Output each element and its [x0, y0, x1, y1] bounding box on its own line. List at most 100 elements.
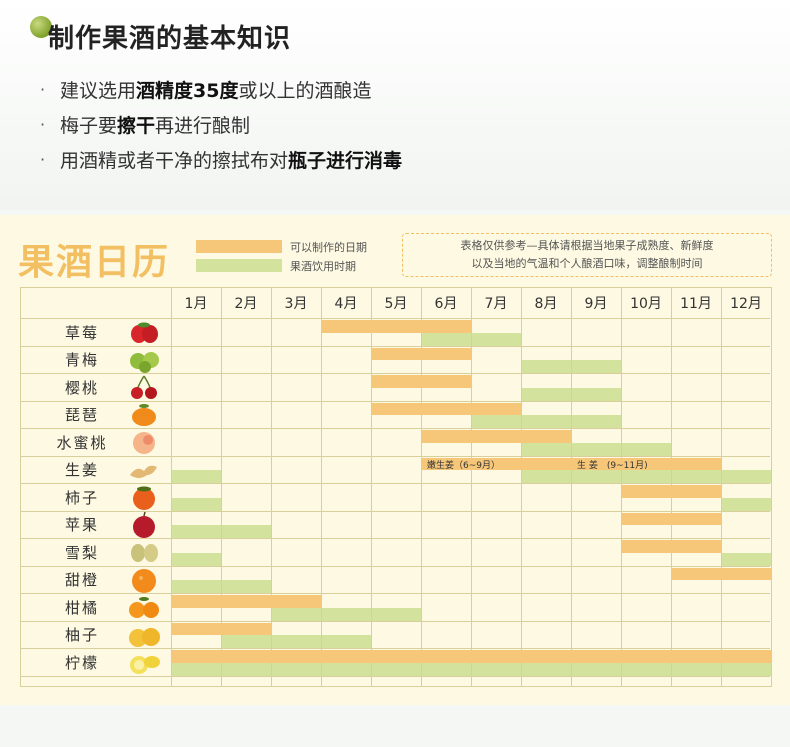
grid-line — [721, 288, 722, 686]
legend-drink-label: 果酒饮用时期 — [290, 260, 356, 273]
tip-text: 建议选用 — [60, 80, 137, 102]
tip-text: 用酒精或者干净的擦拭布对 — [60, 150, 289, 172]
fruit-name: 甜橙 — [64, 571, 99, 589]
month-header: 7月 — [484, 296, 508, 312]
grid-line — [21, 318, 770, 319]
make-period-bar — [171, 595, 321, 608]
legend-make-swatch — [196, 240, 282, 253]
grid-line — [21, 455, 770, 457]
fruit-name: 樱桃 — [64, 378, 99, 397]
drink-period-bar — [171, 497, 221, 511]
grid-line — [471, 288, 472, 686]
fruit-name: 琵琶 — [64, 406, 99, 424]
drink-period-bar — [271, 607, 421, 621]
drink-period-bar — [521, 470, 771, 483]
grid-line — [21, 428, 770, 429]
lemon-icon — [127, 649, 161, 675]
fruit-wine-calendar: 果酒日历 可以制作的日期 果酒饮用时期 表格仅供参考—具体请根据当地果子成熟度、… — [0, 215, 790, 705]
fruit-name: 草莓 — [64, 323, 99, 342]
grid-line — [21, 483, 770, 484]
grid-line — [371, 288, 372, 686]
fruit-name: 柚子 — [64, 626, 99, 644]
green-plum-icon — [30, 16, 52, 38]
grid-line — [21, 675, 770, 677]
month-header: 6月 — [434, 296, 458, 312]
bar-note: 嫩生姜（6~9月） — [427, 460, 500, 471]
tips-list: · 建议选用 酒精度35度 或以上的酒酿造 · 梅子要 擦干 再进行酿制 · 用酒精或者干净的擦拭… — [40, 72, 402, 177]
tip-text: 再进行酿制 — [155, 115, 251, 137]
fruit-name: 柑橘 — [64, 598, 99, 617]
grid-line — [171, 288, 172, 686]
page-title: 制作果酒的基本知识 — [48, 24, 292, 54]
drink-period-bar — [471, 415, 621, 428]
fruit-name: 苹果 — [64, 516, 99, 534]
make-period-bar — [321, 320, 471, 333]
apple-icon — [127, 511, 161, 538]
month-header: 8月 — [534, 296, 558, 312]
note-line: 表格仅供参考—具体请根据当地果子成熟度、新鲜度 — [460, 239, 714, 252]
grid-line — [221, 288, 222, 686]
drink-period-bar — [171, 470, 221, 483]
calendar-title: 果酒日历 — [18, 241, 171, 283]
pear-icon — [127, 539, 161, 565]
drink-period-bar — [171, 552, 221, 566]
month-header: 12月 — [730, 296, 762, 312]
tangerine-icon — [127, 594, 161, 620]
note-line: 以及当地的气温和个人酿酒口味，调整酿制时间 — [471, 257, 703, 270]
month-header: 10月 — [630, 296, 662, 312]
month-header: 5月 — [384, 296, 408, 312]
month-header: 1月 — [184, 296, 208, 312]
strawberry-icon — [127, 319, 161, 345]
grid-line — [21, 373, 770, 374]
drink-period-bar — [521, 442, 671, 456]
peach-icon — [127, 429, 161, 455]
drink-period-bar — [221, 635, 371, 648]
green-plum-icon — [127, 347, 161, 373]
month-header: 3月 — [284, 296, 308, 312]
loquat-icon — [127, 402, 161, 428]
month-header: 4月 — [334, 296, 358, 312]
make-period-bar — [421, 430, 571, 443]
grid-line — [671, 288, 672, 686]
grid-line — [571, 288, 572, 686]
fruit-name: 柿子 — [64, 488, 99, 507]
fruit-name: 雪梨 — [64, 543, 99, 562]
tip-text: 或以上的酒酿造 — [238, 80, 372, 102]
legend-make-label: 可以制作的日期 — [290, 241, 367, 254]
grid-line — [521, 288, 522, 686]
grid-line — [771, 288, 772, 686]
fruit-name: 水蜜桃 — [56, 433, 108, 452]
tip-emphasis: 擦干 — [117, 115, 156, 137]
month-header: 2月 — [234, 296, 258, 312]
grid-line — [321, 288, 322, 686]
grid-line — [21, 593, 770, 594]
grid-line — [21, 538, 770, 539]
bar-note: 生 姜 (9~11月) — [577, 460, 648, 471]
grid-line — [21, 510, 770, 512]
fruit-name: 青梅 — [64, 351, 99, 369]
make-period-bar — [371, 402, 521, 416]
bullet: · — [40, 115, 46, 134]
reference-note: 表格仅供参考—具体请根据当地果子成熟度、新鲜度 以及当地的气温和个人酿酒口味，调… — [402, 233, 772, 277]
grid-line — [271, 288, 272, 686]
tip-item: · 建议选用 酒精度35度 或以上的酒酿造 — [40, 72, 402, 107]
month-header: 11月 — [680, 296, 712, 312]
bullet: · — [40, 150, 46, 169]
cherry-icon — [127, 374, 161, 400]
calendar-grid: 1月 2月 3月 4月 5月 6月 7月 8月 9月 10月 11月 12月草莓青梅樱桃琵琶水蜜桃生姜… — [20, 287, 772, 687]
bullet: · — [40, 80, 46, 99]
grid-line — [621, 288, 622, 686]
grid-line — [21, 620, 770, 622]
grid-line — [21, 400, 770, 402]
month-header: 9月 — [584, 296, 608, 312]
grid-line — [421, 288, 422, 686]
persimmon-icon — [127, 484, 161, 510]
fruit-name: 柠檬 — [64, 653, 99, 672]
fruit-name: 生姜 — [64, 461, 99, 479]
drink-period-bar — [721, 552, 771, 566]
legend-drink-swatch — [196, 259, 282, 272]
grid-line — [21, 345, 770, 347]
grid-line — [21, 648, 770, 649]
tip-item: · 用酒精或者干净的擦拭布对 瓶子进行消毒 — [40, 142, 402, 177]
ginger-icon — [127, 457, 161, 483]
